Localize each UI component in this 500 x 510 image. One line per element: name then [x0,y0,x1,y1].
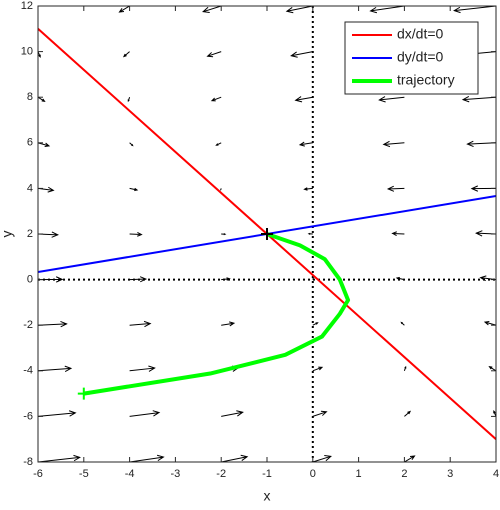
quiver-arrow [291,52,313,58]
quiver-arrow [485,321,496,325]
quiver-arrow [130,321,151,326]
quiver-arrow [119,6,129,12]
quiver-arrow [296,97,313,102]
y-tick-label: 0 [27,274,33,286]
quiver-arrow [221,322,234,326]
quiver-arrow [208,52,222,57]
legend-label: dy/dt=0 [397,49,444,65]
y-tick-label: 8 [27,91,33,103]
quiver-arrow [38,143,49,147]
quiver-arrow [393,232,405,236]
x-tick-label: 1 [356,468,362,480]
x-tick-label: 3 [447,468,453,480]
quiver-arrow [476,231,496,236]
quiver-arrow [38,97,45,101]
x-axis-label: x [264,488,271,504]
quiver-arrow [401,322,404,325]
legend-label: dx/dt=0 [397,26,444,42]
quiver-arrow [212,97,221,101]
quiver-arrow [384,141,405,146]
y-tick-label: 12 [21,0,33,12]
quiver-arrow [304,188,312,191]
quiver-arrow [221,411,243,417]
y-axis-label: y [0,231,15,238]
quiver-arrow [454,6,496,13]
x-tick-label: 0 [310,468,316,480]
quiver-arrow [221,234,225,235]
quiver-arrow [221,455,247,462]
quiver-arrow [388,186,404,191]
quiver-arrow [38,455,80,462]
x-tick-label: -1 [262,468,272,480]
y-tick-label: -2 [23,319,33,331]
quiver-arrow [313,323,318,325]
quiver-arrow [38,232,58,237]
x-tick-label: -5 [79,468,89,480]
y-tick-label: 6 [27,137,33,149]
x-tick-label: -4 [125,468,135,480]
quiver-arrow [203,6,221,12]
quiver-arrow [489,367,496,371]
quiver-arrow [38,411,75,417]
y-tick-label: 10 [21,46,33,58]
quiver-arrow [404,367,405,371]
quiver-arrow [287,6,313,13]
quiver-arrow [309,233,313,234]
y-tick-label: -6 [23,410,33,422]
quiver-arrow [130,455,164,462]
quiver-arrow [404,456,414,462]
quiver-arrow [130,232,142,236]
quiver-arrow [130,143,133,146]
quiver-arrow [371,6,405,13]
legend-label: trajectory [397,72,455,88]
y-tick-label: -8 [23,456,33,468]
x-tick-label: -2 [216,468,226,480]
trajectory-marker [78,388,90,400]
y-tick-label: 2 [27,228,33,240]
quiver-arrow [404,411,410,416]
quiver-arrow [216,143,221,145]
quiver-arrow [467,141,496,146]
x-tick-label: 4 [493,468,499,480]
quiver-arrow [38,321,67,326]
y-tick-label: -4 [23,365,33,377]
quiver-arrow [379,97,404,102]
x-tick-label: -6 [33,468,43,480]
x-tick-label: -3 [171,468,181,480]
quiver-arrow [130,188,137,190]
quiver-arrow [313,456,331,462]
quiver-arrow [128,97,129,101]
legend: dx/dt=0 dy/dt=0 trajectory [345,22,478,94]
quiver-arrow [130,366,155,371]
x-tick-label: 2 [401,468,407,480]
y-tick-label: 4 [27,182,33,194]
quiver-arrow [130,411,159,417]
quiver-arrow [313,411,327,416]
quiver-arrow [313,367,322,371]
quiver-arrow [300,142,313,146]
quiver-arrow [124,52,130,57]
